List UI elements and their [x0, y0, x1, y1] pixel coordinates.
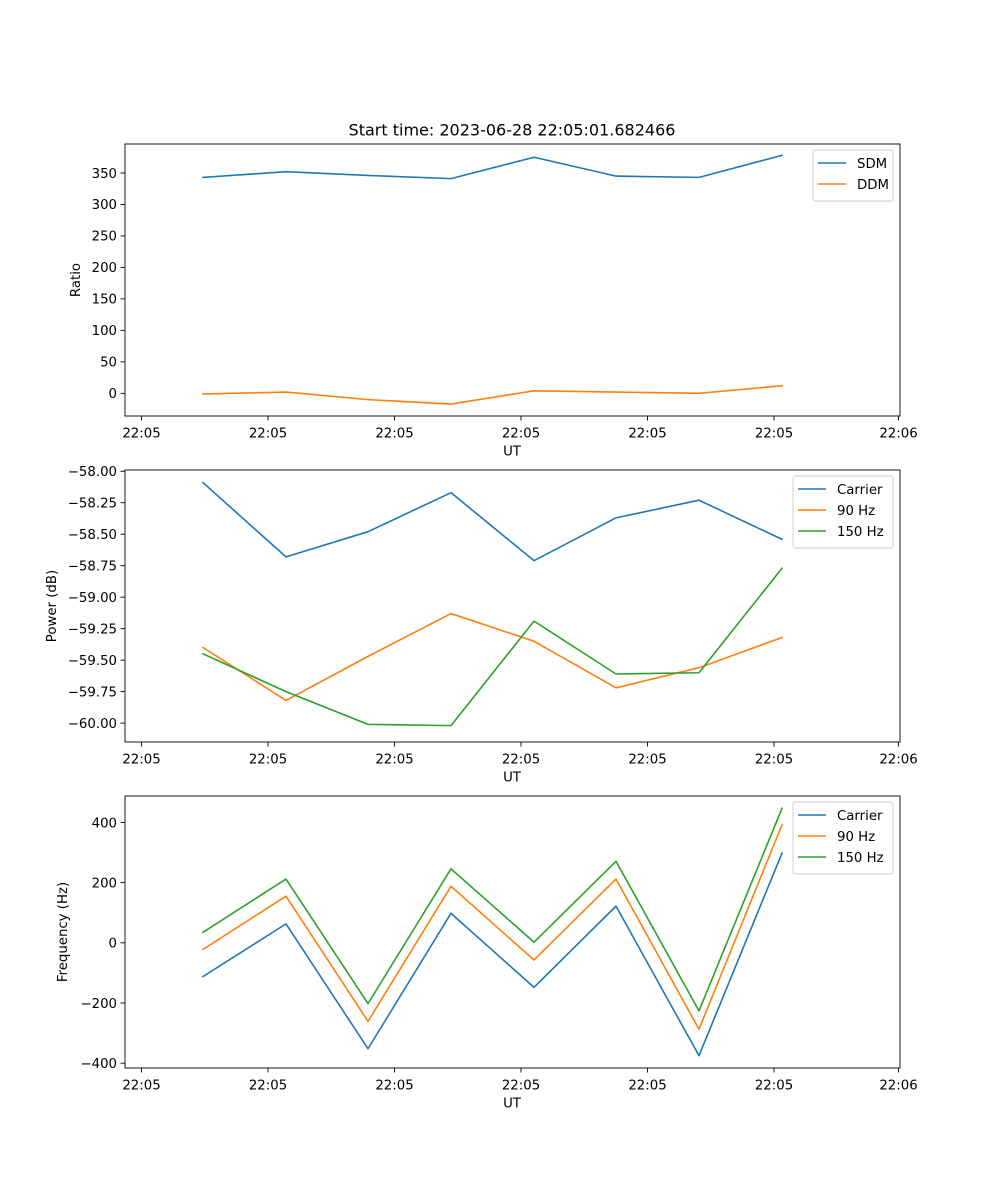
y-tick-label: −58.00 — [68, 465, 117, 480]
y-tick-label: 350 — [92, 167, 117, 182]
legend-label-carrier: Carrier — [837, 483, 883, 498]
series-line-carrier — [201, 852, 784, 1057]
axes-frame — [124, 795, 901, 1069]
x-tick-label: 22:05 — [755, 427, 793, 442]
chart-title: Start time: 2023-06-28 22:05:01.682466 — [349, 121, 676, 140]
chart-panel-3: 22:05 22:05 22:05 22:05 22:05 22:05 22:06 −400 −… — [56, 795, 918, 1112]
legend-label-ddm: DDM — [857, 178, 889, 193]
x-tick-label: 22:06 — [879, 427, 917, 442]
y-tick-label: 200 — [92, 876, 117, 891]
y-tick-label: −59.00 — [68, 591, 117, 606]
y-tick-label: 100 — [92, 324, 117, 339]
y-tick-label: 200 — [92, 261, 117, 276]
x-tick-label: 22:05 — [502, 1079, 540, 1094]
y-axis-label: Power (dB) — [45, 570, 60, 642]
series-line-ddm — [202, 384, 783, 405]
y-tick-label: −59.25 — [68, 622, 117, 637]
x-tick-label: 22:05 — [122, 427, 160, 442]
y-tick-label: 0 — [109, 937, 117, 952]
x-tick-label: 22:05 — [628, 753, 666, 768]
legend-label-150-hz: 150 Hz — [837, 525, 884, 540]
x-tick-label: 22:05 — [122, 1079, 160, 1094]
y-axis-label: Ratio — [69, 263, 84, 297]
legend: Carrier 90 Hz 150 Hz — [792, 475, 894, 549]
x-tick-label: 22:05 — [375, 1079, 413, 1094]
legend-label-carrier: Carrier — [837, 809, 883, 824]
y-tick-label: −58.50 — [68, 528, 117, 543]
axes-frame — [124, 143, 901, 417]
y-tick-label: 400 — [92, 816, 117, 831]
series-line-90-hz — [201, 823, 784, 1030]
x-tick-label: 22:05 — [755, 1079, 793, 1094]
y-tick-label: 150 — [92, 293, 117, 308]
legend-box — [792, 475, 894, 549]
x-tick-label: 22:05 — [502, 427, 540, 442]
x-tick-label: 22:05 — [628, 427, 666, 442]
legend-label-90-hz: 90 Hz — [837, 504, 875, 519]
x-tick-label: 22:05 — [375, 753, 413, 768]
series-line-sdm — [202, 154, 783, 180]
series-line-90-hz — [201, 612, 784, 702]
x-tick-label: 22:05 — [249, 427, 287, 442]
legend: SDM DDM — [812, 149, 894, 202]
legend-label-150-hz: 150 Hz — [837, 851, 884, 866]
y-tick-label: −400 — [80, 1057, 117, 1072]
y-tick-label: −58.75 — [68, 560, 117, 575]
y-tick-label: 250 — [92, 230, 117, 245]
x-tick-label: 22:05 — [249, 1079, 287, 1094]
x-tick-label: 22:05 — [755, 753, 793, 768]
y-tick-label: 0 — [109, 387, 117, 402]
series-line-150-hz — [201, 567, 784, 727]
chart-panel-1: 22:05 22:05 22:05 22:05 22:05 22:05 22:06 0 50 10… — [69, 143, 918, 460]
x-tick-label: 22:05 — [122, 753, 160, 768]
x-tick-label: 22:05 — [249, 753, 287, 768]
legend: Carrier 90 Hz 150 Hz — [792, 801, 894, 875]
legend-box — [792, 801, 894, 875]
x-tick-label: 22:05 — [375, 427, 413, 442]
x-axis-label: UT — [503, 771, 522, 786]
y-tick-label: 50 — [100, 356, 117, 371]
y-tick-label: −60.00 — [68, 717, 117, 732]
y-tick-label: −59.50 — [68, 654, 117, 669]
y-tick-label: −58.25 — [68, 497, 117, 512]
x-tick-label: 22:05 — [628, 1079, 666, 1094]
y-tick-label: −59.75 — [68, 685, 117, 700]
axes-frame — [124, 469, 901, 743]
legend-label-sdm: SDM — [857, 157, 887, 172]
x-tick-label: 22:05 — [502, 753, 540, 768]
y-axis-label: Frequency (Hz) — [56, 882, 71, 982]
y-tick-label: 300 — [92, 198, 117, 213]
legend-label-90-hz: 90 Hz — [837, 830, 875, 845]
series-line-150-hz — [201, 807, 784, 1012]
x-axis-label: UT — [503, 1097, 522, 1112]
series-line-carrier — [201, 481, 784, 562]
chart-panel-2: 22:05 22:05 22:05 22:05 22:05 22:05 22:06 −60.0… — [45, 465, 918, 785]
x-axis-label: UT — [503, 445, 522, 460]
x-tick-label: 22:06 — [879, 753, 917, 768]
x-tick-label: 22:06 — [879, 1079, 917, 1094]
y-tick-label: −200 — [80, 997, 117, 1012]
